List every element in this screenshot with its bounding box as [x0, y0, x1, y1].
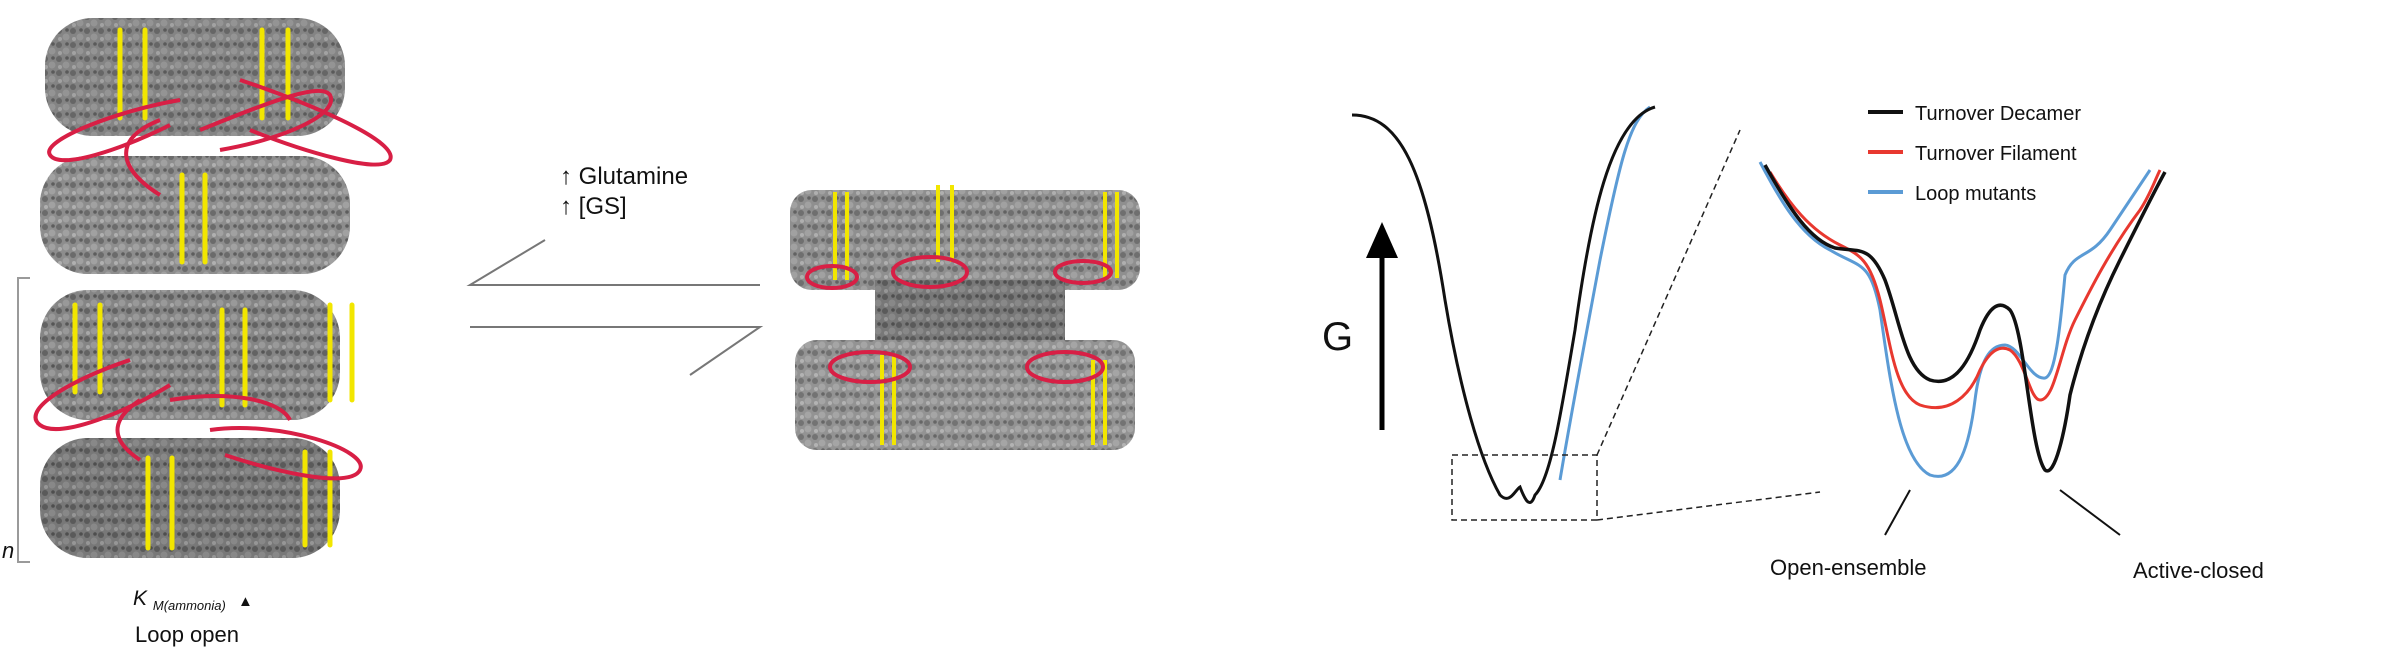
- glutamine-label: ↑ Glutamine: [560, 163, 688, 190]
- ring-4: [40, 438, 340, 558]
- equilibrium-arrows: ↑ Glutamine ↑ [GS]: [466, 163, 764, 376]
- open-ensemble-label: Open-ensemble: [1770, 555, 1927, 580]
- repeat-bracket: [17, 277, 30, 563]
- km-label: K M(ammonia): [133, 587, 226, 613]
- ring-2: [40, 156, 350, 274]
- active-closed-label: Active-closed: [2133, 558, 2264, 583]
- closed-loops: [805, 255, 1113, 384]
- ring-1: [45, 18, 345, 136]
- g-axis-label: G: [1322, 315, 1353, 359]
- legend: Turnover Decamer Turnover Filament Loop …: [1868, 103, 2081, 205]
- full-well-curve-turnover-decamer: [1351, 105, 1656, 504]
- zoom-curve-turnover-filament: [1768, 169, 2162, 410]
- active-closed-pointer: [2059, 489, 2121, 536]
- reverse-half-arrow: [470, 326, 764, 376]
- ring-3: [40, 290, 340, 420]
- helix-markers: [72, 27, 355, 551]
- zoom-line-bottom: [1596, 491, 1821, 521]
- km-subscript: M(ammonia): [153, 598, 226, 613]
- zoom-region-box: [1451, 454, 1598, 521]
- km-arrow-icon: ▲: [238, 593, 253, 610]
- km-symbol: K: [133, 587, 148, 610]
- open-loops: [33, 78, 393, 481]
- gs-concentration-label: ↑ [GS]: [560, 193, 627, 220]
- zoom-curve-turnover-decamer: [1763, 164, 2167, 473]
- legend-label-turnover-decamer: Turnover Decamer: [1915, 103, 2081, 125]
- zoom-curve-loop-mutants: [1758, 161, 2152, 478]
- open-ensemble-pointer: [1884, 489, 1911, 536]
- repeat-n-label: n: [2, 538, 14, 563]
- decamer-structure: [790, 185, 1140, 450]
- loop-open-label: Loop open: [135, 622, 239, 647]
- energy-landscape: G Turnover Decamer Turnover Filament Loo…: [1322, 103, 2264, 583]
- full-well-curve-loop-mutants: [1558, 105, 1651, 481]
- zoom-line-top: [1596, 129, 1741, 456]
- filament-structure: n: [2, 18, 393, 647]
- forward-half-arrow: [466, 239, 760, 286]
- legend-label-turnover-filament: Turnover Filament: [1915, 143, 2077, 165]
- g-axis-arrowhead-icon: [1366, 222, 1398, 258]
- legend-label-loop-mutants: Loop mutants: [1915, 183, 2036, 205]
